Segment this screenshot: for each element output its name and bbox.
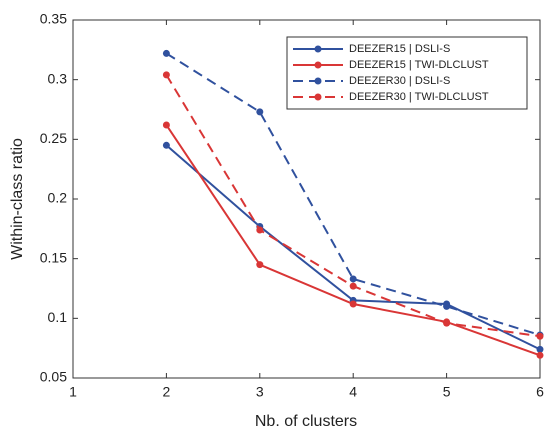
- data-point: [349, 300, 357, 308]
- y-tick-label: 0.2: [48, 190, 68, 206]
- data-point: [443, 319, 451, 327]
- series-line: [165, 124, 541, 357]
- legend-label: DEEZER30 | TWI-DLCLUST: [349, 91, 489, 103]
- x-tick-label: 6: [536, 384, 544, 400]
- y-tick-label: 0.15: [40, 249, 67, 265]
- data-point: [536, 332, 544, 340]
- x-tick-label: 1: [69, 384, 77, 400]
- data-point: [536, 345, 544, 353]
- legend-label: DEEZER15 | DSLI-S: [349, 43, 450, 55]
- x-axis-label: Nb. of clusters: [255, 413, 357, 430]
- legend-marker: [314, 93, 322, 101]
- series-line: [165, 52, 541, 336]
- x-tick-label: 4: [349, 384, 357, 400]
- data-point: [443, 302, 451, 310]
- x-tick-label: 3: [256, 384, 264, 400]
- legend-label: DEEZER15 | TWI-DLCLUST: [349, 59, 489, 71]
- y-tick-label: 0.25: [40, 130, 67, 146]
- data-point: [162, 141, 170, 149]
- data-point: [349, 282, 357, 290]
- legend-marker: [314, 61, 322, 69]
- data-point: [256, 226, 264, 234]
- data-point: [349, 275, 357, 283]
- x-tick-label: 2: [163, 384, 171, 400]
- x-tick-label: 5: [443, 384, 451, 400]
- data-point: [162, 71, 170, 79]
- data-point: [536, 351, 544, 359]
- y-tick-label: 0.05: [40, 369, 67, 385]
- data-point: [162, 121, 170, 129]
- data-point: [256, 108, 264, 116]
- legend-marker: [314, 77, 322, 85]
- legend-marker: [314, 45, 322, 53]
- y-tick-label: 0.1: [48, 309, 68, 325]
- data-point: [256, 261, 264, 269]
- y-tick-label: 0.35: [40, 11, 67, 27]
- legend-label: DEEZER30 | DSLI-S: [349, 75, 450, 87]
- data-point: [162, 49, 170, 57]
- y-tick-label: 0.3: [48, 70, 68, 86]
- y-axis-label: Within-class ratio: [9, 138, 26, 260]
